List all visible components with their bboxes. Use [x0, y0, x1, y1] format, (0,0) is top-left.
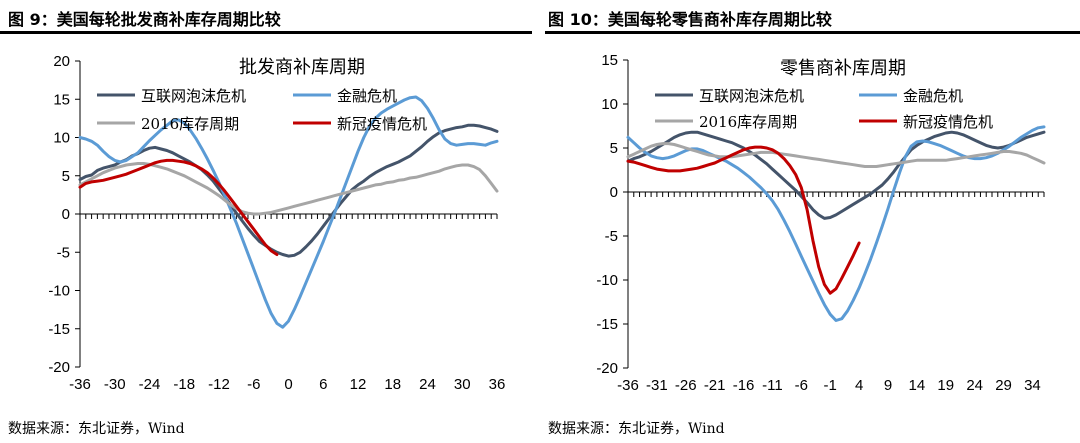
- legend-label: 2016库存周期: [699, 113, 797, 131]
- y-tick-label: -20: [596, 360, 618, 377]
- retail-inventory-chart: 15 10 5 0 -5 -10 -15 -20-36 -31 -26 -21 -16 -11 -6 -1 4…: [596, 52, 1046, 394]
- series-line-4: [78, 158, 279, 256]
- x-tick-label: 6: [319, 376, 327, 393]
- y-tick-label: -15: [48, 321, 70, 338]
- chart-title: 零售商补库周期: [780, 58, 906, 79]
- x-tick-label: 24: [966, 377, 983, 394]
- legend-label: 新冠疫情危机: [337, 115, 427, 133]
- legend-label: 2016库存周期: [141, 115, 239, 133]
- x-tick-label: 9: [884, 377, 892, 394]
- legend-label: 新冠疫情危机: [903, 113, 993, 131]
- x-tick-label: 4: [855, 377, 863, 394]
- x-tick-label: -31: [646, 377, 668, 394]
- legend-label: 互联网泡沫危机: [699, 87, 804, 105]
- x-tick-label: -6: [795, 377, 808, 394]
- x-tick-label: 14: [909, 377, 926, 394]
- x-tick-label: -21: [704, 377, 726, 394]
- right-figure-title: 图 10：美国每轮零售商补库存周期比较: [548, 10, 832, 29]
- x-tick-label: -16: [733, 377, 755, 394]
- x-tick-label: 12: [350, 376, 367, 393]
- series-line-1: [626, 130, 1046, 220]
- legend-label: 金融危机: [337, 87, 397, 105]
- y-tick-label: -20: [48, 359, 70, 376]
- left-figure-title: 图 9：美国每轮批发商补库存周期比较: [8, 10, 281, 29]
- y-tick-label: 20: [53, 53, 70, 70]
- x-tick-label: 19: [937, 377, 954, 394]
- x-tick-label: -18: [173, 376, 195, 393]
- y-tick-label: 5: [62, 168, 70, 185]
- chart-title: 批发商补库周期: [239, 57, 365, 78]
- y-tick-label: -15: [596, 316, 618, 333]
- series-line-3: [626, 142, 1046, 168]
- x-tick-label: -36: [69, 376, 91, 393]
- y-tick-label: 15: [601, 52, 618, 69]
- x-tick-label: 0: [284, 376, 292, 393]
- left-source-note: 数据来源：东北证券，Wind: [8, 421, 185, 437]
- left-title-rule: [0, 31, 532, 34]
- x-tick-label: -36: [617, 377, 639, 394]
- x-tick-label: -12: [208, 376, 230, 393]
- y-tick-label: 0: [610, 184, 618, 201]
- y-tick-label: 5: [610, 140, 618, 157]
- x-tick-label: -1: [824, 377, 837, 394]
- right-source-note: 数据来源：东北证券，Wind: [548, 421, 725, 437]
- right-title-rule: [545, 31, 1080, 34]
- x-tick-label: 29: [995, 377, 1012, 394]
- y-tick-label: 10: [601, 96, 618, 113]
- y-tick-label: -10: [596, 272, 618, 289]
- series-line-1: [78, 123, 499, 258]
- x-tick-label: 18: [384, 376, 401, 393]
- x-tick-label: 34: [1024, 377, 1041, 394]
- series-line-4: [626, 145, 861, 295]
- series-line-3: [78, 162, 499, 216]
- x-tick-label: 30: [454, 376, 471, 393]
- x-tick-label: -26: [675, 377, 697, 394]
- y-tick-label: -5: [605, 228, 618, 245]
- x-tick-label: 24: [419, 376, 436, 393]
- legend-label: 金融危机: [903, 87, 963, 105]
- series-line-2: [626, 125, 1046, 322]
- x-tick-label: 36: [489, 376, 506, 393]
- wholesale-inventory-chart: 20 15 10 5 0 -5 -10 -15 -20-36 -30 -24 -18 -12 -6 0 6 12…: [48, 53, 506, 393]
- y-tick-label: -10: [48, 283, 70, 300]
- series-line-2: [78, 95, 499, 329]
- x-tick-label: -11: [762, 377, 783, 394]
- x-tick-label: -24: [139, 376, 161, 393]
- x-tick-label: -6: [247, 376, 260, 393]
- y-tick-label: 10: [53, 130, 70, 147]
- x-tick-label: -30: [104, 376, 126, 393]
- y-tick-label: -5: [57, 244, 70, 261]
- y-tick-label: 15: [53, 91, 70, 108]
- legend-label: 互联网泡沫危机: [141, 87, 246, 105]
- y-tick-label: 0: [62, 206, 70, 223]
